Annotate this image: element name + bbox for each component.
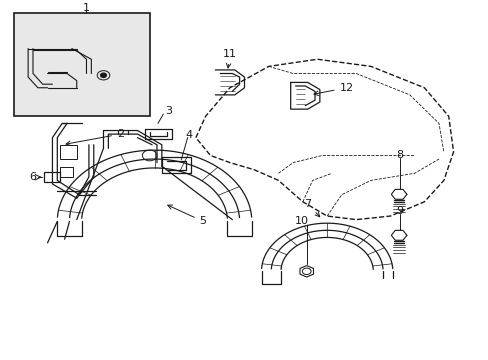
Text: 5: 5 — [167, 205, 206, 226]
Text: 3: 3 — [165, 106, 172, 116]
Text: 8: 8 — [396, 150, 403, 161]
Text: 1: 1 — [83, 3, 90, 13]
Text: 9: 9 — [396, 206, 403, 216]
Bar — [44, 172, 60, 182]
Text: 2: 2 — [66, 129, 124, 145]
Bar — [60, 145, 77, 159]
Text: 11: 11 — [223, 49, 236, 68]
Circle shape — [101, 73, 106, 77]
Text: 7: 7 — [304, 199, 319, 217]
Bar — [14, 13, 149, 116]
Text: 4: 4 — [184, 130, 192, 140]
Bar — [60, 167, 73, 177]
Text: 6: 6 — [29, 172, 36, 182]
Text: 12: 12 — [313, 83, 353, 95]
Text: 10: 10 — [294, 216, 308, 226]
